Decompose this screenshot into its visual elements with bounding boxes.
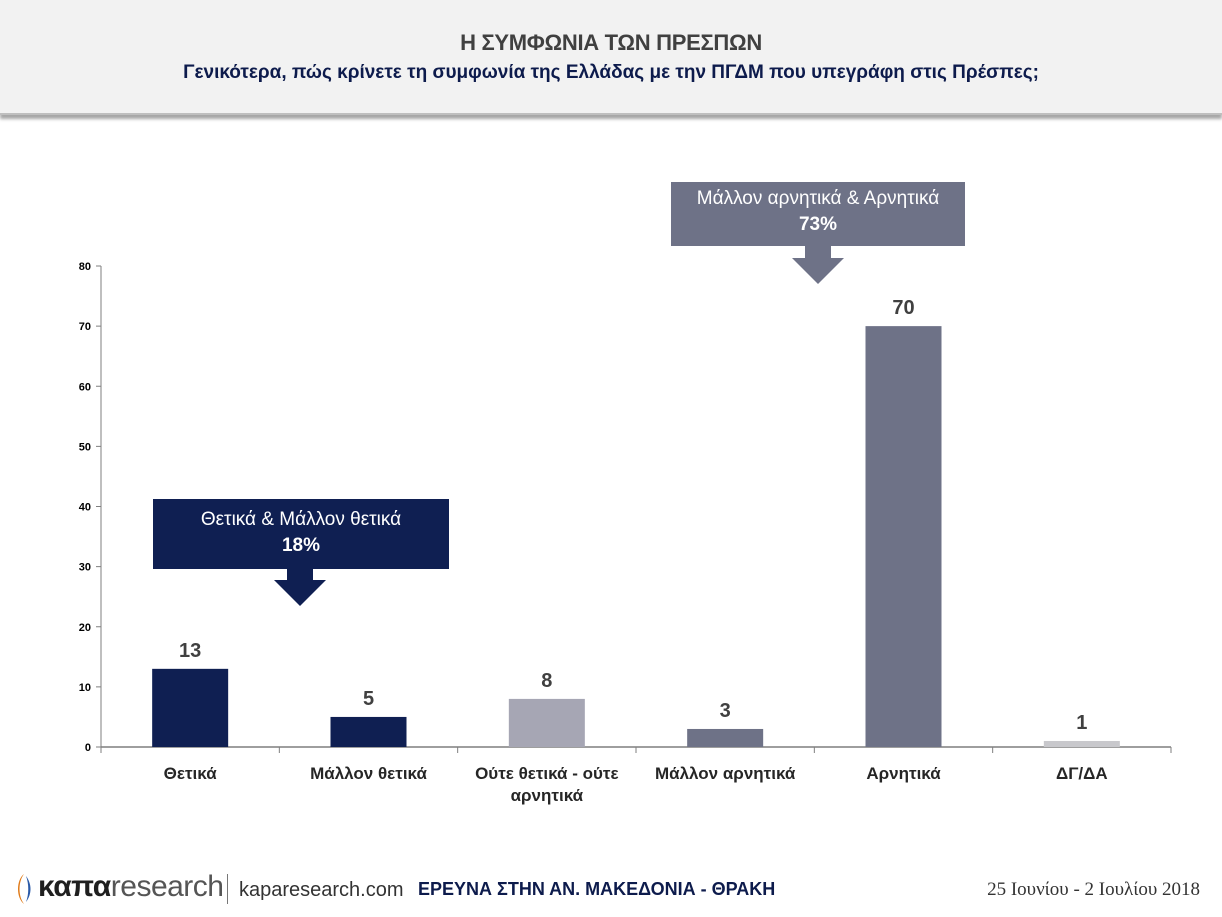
callout-negative-label: Μάλλον αρνητικά & Αρνητικά bbox=[696, 188, 940, 209]
page-title: Η ΣΥΜΦΩΝΙΑ ΤΩΝ ΠΡΕΣΠΩΝ bbox=[460, 30, 762, 55]
y-tick-label: 80 bbox=[79, 261, 91, 273]
data-label: 13 bbox=[179, 640, 201, 662]
data-label: 3 bbox=[720, 700, 731, 722]
survey-region: ΕΡΕΥΝΑ ΣΤΗΝ ΑΝ. ΜΑΚΕΔΟΝΙΑ - ΘΡΑΚΗ bbox=[418, 879, 776, 899]
x-category-label: Μάλλον θετικά bbox=[310, 764, 427, 783]
callout-arrow-icon bbox=[792, 246, 844, 284]
y-tick-label: 0 bbox=[85, 742, 91, 754]
y-tick-label: 40 bbox=[79, 502, 91, 514]
x-category-label: Αρνητικά bbox=[866, 764, 941, 783]
bar bbox=[687, 728, 764, 747]
y-tick-label: 50 bbox=[79, 441, 91, 453]
x-category-label: Ούτε θετικά - ούτε bbox=[475, 764, 618, 783]
y-tick-label: 60 bbox=[79, 381, 91, 393]
y-tick-label: 70 bbox=[79, 321, 91, 333]
bar bbox=[330, 716, 407, 747]
callout-negative-value: 73% bbox=[798, 214, 838, 235]
kapa-logo-icon bbox=[18, 874, 31, 904]
bar bbox=[508, 698, 585, 747]
x-category-label: Μάλλον αρνητικά bbox=[655, 764, 796, 783]
logo-url: kaparesearch.com bbox=[239, 879, 404, 901]
callout-positive-label: Θετικά & Μάλλον θετικά bbox=[200, 509, 402, 530]
x-category-label: ΔΓ/ΔΑ bbox=[1056, 764, 1108, 783]
survey-date: 25 Ιουνίου - 2 Ιουλίου 2018 bbox=[987, 879, 1200, 900]
page-subtitle: Γενικότερα, πώς κρίνετε τη συμφωνία της … bbox=[183, 62, 1039, 83]
chart-bars bbox=[152, 326, 1120, 747]
x-category-label: αρνητικά bbox=[511, 786, 584, 805]
data-label: 1 bbox=[1076, 712, 1087, 734]
logo-divider bbox=[227, 874, 228, 904]
logo-wordmark: καπαresearch bbox=[38, 870, 224, 903]
header-banner: Η ΣΥΜΦΩΝΙΑ ΤΩΝ ΠΡΕΣΠΩΝ Γενικότερα, πώς κ… bbox=[0, 0, 1222, 115]
callout-arrow-icon bbox=[274, 568, 326, 606]
y-tick-label: 30 bbox=[79, 562, 91, 574]
data-label: 70 bbox=[892, 297, 914, 319]
callout-positive-value: 18% bbox=[281, 535, 321, 556]
bar bbox=[152, 668, 229, 747]
bar bbox=[1043, 740, 1120, 747]
chart-axes: 0 10 20 30 40 50 60 70 80 bbox=[79, 261, 1172, 754]
y-tick-label: 10 bbox=[79, 682, 91, 694]
y-tick-label: 20 bbox=[79, 622, 91, 634]
data-label: 8 bbox=[541, 670, 552, 692]
callout-positive: Θετικά & Μάλλον θετικά 18% bbox=[153, 499, 449, 569]
callout-negative: Μάλλον αρνητικά & Αρνητικά 73% bbox=[671, 182, 965, 246]
x-category-label: Θετικά bbox=[164, 764, 218, 783]
data-label: 5 bbox=[363, 688, 374, 710]
bar bbox=[865, 326, 942, 747]
callout-arrows bbox=[274, 246, 844, 606]
